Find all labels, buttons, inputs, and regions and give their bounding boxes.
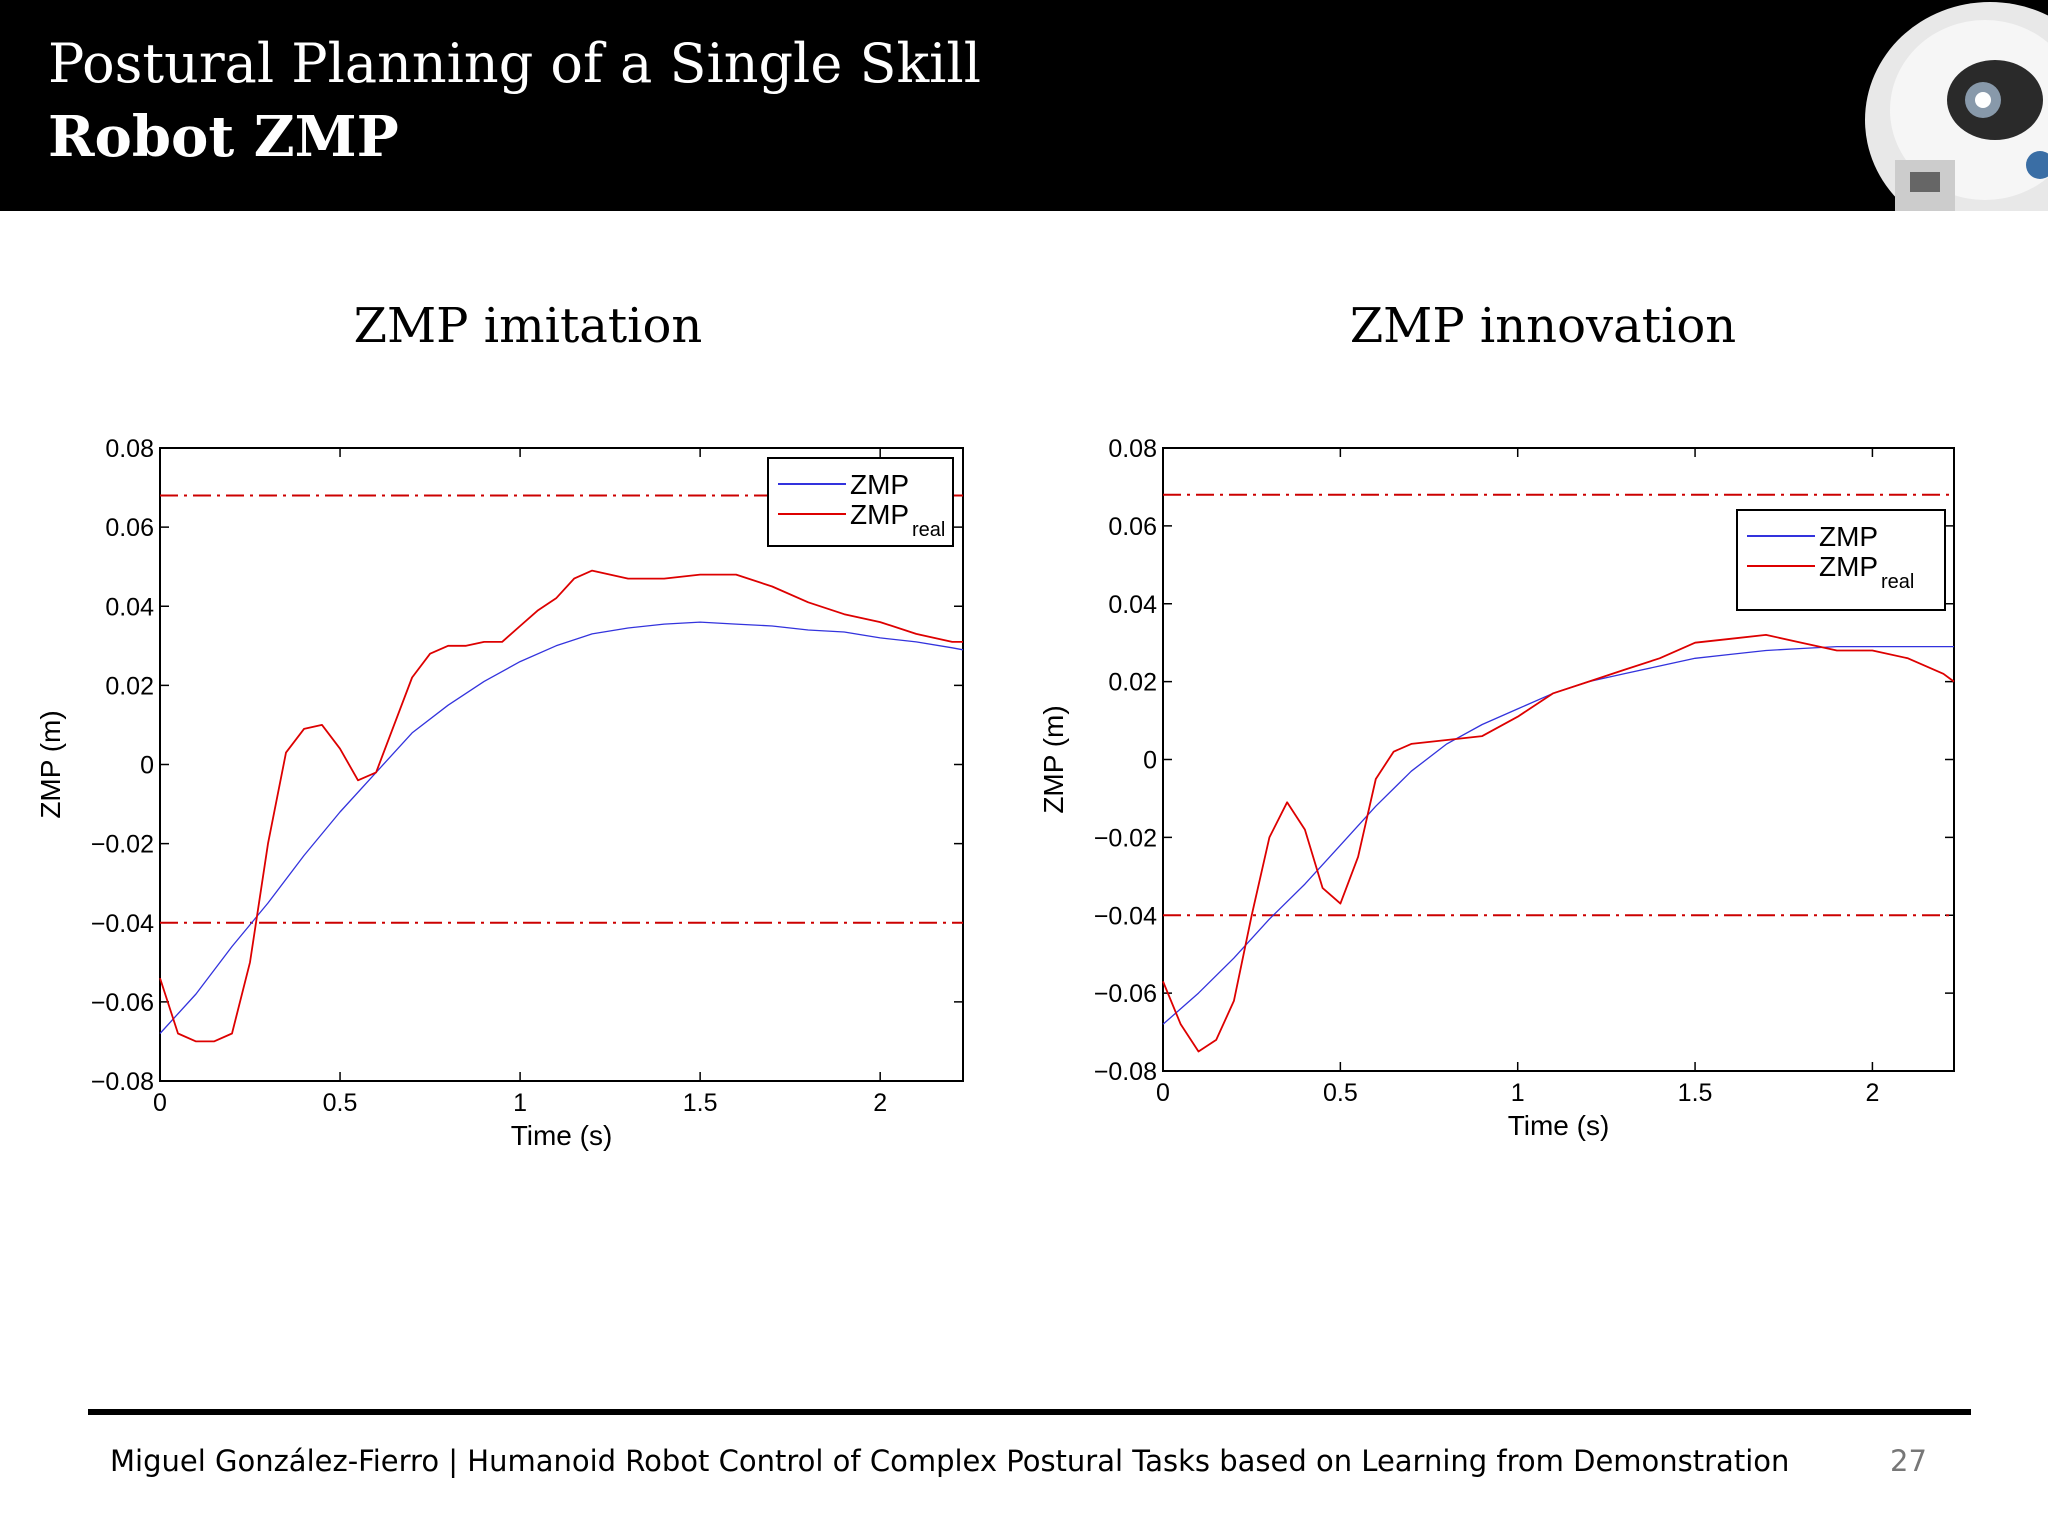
legend-label: ZMP [850, 499, 909, 530]
zmp-imitation-chart: 0 0.5 1 1.5 2 0.08 0.06 0.04 0.02 0 −0.02 −0.04 −0.0… [35, 435, 964, 1151]
legend-label: ZMP [850, 469, 909, 500]
series-zmp-line [159, 621, 964, 1034]
y-tick-label: 0 [140, 752, 154, 780]
y-tick-label: 0.02 [1108, 669, 1157, 697]
y-axis-label: ZMP (m) [35, 710, 66, 818]
legend-subscript: real [912, 519, 945, 541]
y-tick-label: −0.04 [1094, 902, 1157, 930]
plot-area [159, 447, 964, 1082]
x-tick-label: 0.5 [323, 1089, 358, 1117]
chart-heading-innovation: ZMP innovation [1349, 298, 1737, 354]
y-tick-label: 0.06 [1108, 513, 1157, 541]
legend-subscript: real [1881, 571, 1914, 593]
x-tick-label: 0 [1156, 1079, 1170, 1107]
series-zmp-real-line [159, 569, 963, 1043]
x-tick-label: 2 [1865, 1079, 1879, 1107]
x-tick-label: 2 [873, 1089, 887, 1117]
y-tick-label: −0.08 [1094, 1058, 1157, 1086]
legend-label: ZMP [1819, 521, 1878, 552]
legend-label: ZMP [1819, 551, 1878, 582]
x-axis-label: Time (s) [1508, 1110, 1610, 1141]
slide-header: Postural Planning of a Single Skill Robo… [0, 0, 2048, 211]
x-tick-label: 0.5 [1323, 1079, 1358, 1107]
y-tick-label: −0.08 [91, 1068, 154, 1096]
y-axis-label: ZMP (m) [1038, 705, 1069, 813]
x-tick-label: 1 [1511, 1079, 1525, 1107]
y-tick-label: 0.04 [105, 593, 154, 621]
y-tick-label: −0.04 [91, 910, 154, 938]
y-tick-label: 0.08 [105, 435, 154, 463]
legend-box [767, 457, 954, 547]
page-number: 27 [1890, 1444, 1927, 1478]
y-tick-label: 0 [1143, 747, 1157, 775]
zmp-innovation-chart: 0 0.5 1 1.5 2 0.08 0.06 0.04 0.02 0 −0.02 −0.04 −0.0… [1038, 435, 1955, 1141]
robot-head-logo [1865, 2, 2048, 211]
footer-citation: Miguel González-Fierro | Humanoid Robot … [110, 1444, 1790, 1478]
y-tick-label: 0.06 [105, 514, 154, 542]
x-axis-label: Time (s) [511, 1120, 613, 1151]
legend-box [1736, 509, 1946, 611]
slide-title: Postural Planning of a Single Skill [48, 32, 981, 95]
y-tick-label: 0.02 [105, 672, 154, 700]
y-tick-label: −0.02 [1094, 824, 1157, 852]
y-tick-label: 0.08 [1108, 435, 1157, 463]
y-tick-label: −0.06 [91, 989, 154, 1017]
x-tick-label: 1 [513, 1089, 527, 1117]
chart-heading-imitation: ZMP imitation [353, 298, 703, 354]
x-tick-label: 1.5 [683, 1089, 718, 1117]
y-tick-label: −0.02 [91, 831, 154, 859]
x-tick-label: 0 [153, 1089, 167, 1117]
y-tick-label: −0.06 [1094, 980, 1157, 1008]
y-tick-label: 0.04 [1108, 591, 1157, 619]
footer-divider [88, 1409, 1971, 1415]
series-zmp-real-line [1162, 633, 1955, 1053]
slide-subtitle: Robot ZMP [48, 104, 399, 170]
x-tick-label: 1.5 [1678, 1079, 1713, 1107]
